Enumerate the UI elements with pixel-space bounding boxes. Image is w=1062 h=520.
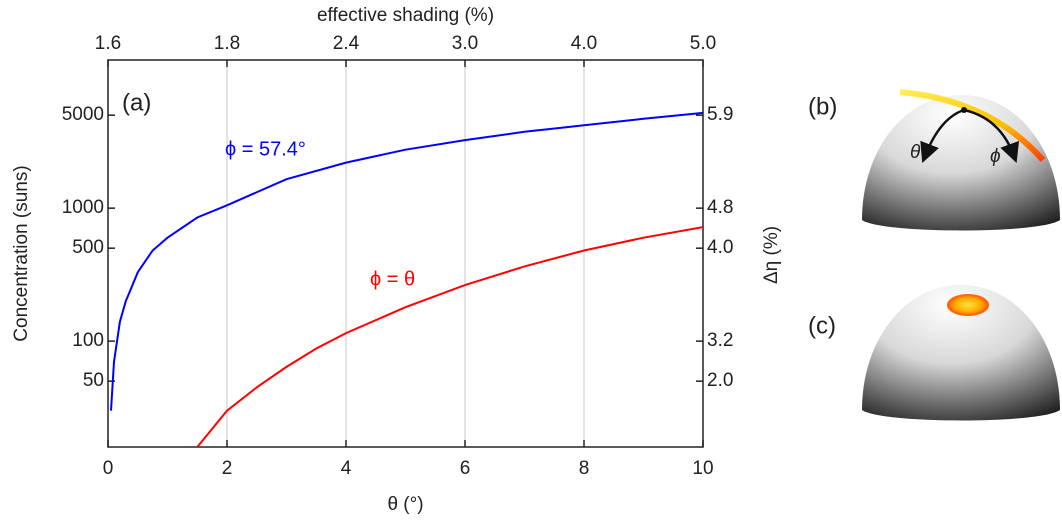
panel-label: (c) <box>808 312 836 339</box>
y2-axis-title: Δη (%) <box>761 226 782 284</box>
x2-tick-label: 4.0 <box>571 33 597 54</box>
y2-tick-label: 5.9 <box>707 104 733 125</box>
theta-arrow <box>920 108 965 163</box>
shading-spot <box>947 294 989 316</box>
x-axis-title: θ (°) <box>387 494 423 515</box>
y2-tick-label: 4.0 <box>707 237 733 258</box>
phi-label: ϕ <box>990 146 1001 167</box>
panel-label: (a) <box>122 89 151 116</box>
x2-tick-label: 1.6 <box>95 33 121 54</box>
pivot <box>961 107 967 113</box>
series-label: ϕ = 57.4° <box>225 138 306 160</box>
x2-tick-label: 3.0 <box>452 33 478 54</box>
plot-frame <box>107 59 704 448</box>
series-line <box>196 226 703 447</box>
x-tick-label: 8 <box>579 458 590 479</box>
dome <box>862 95 1060 231</box>
x-tick-label: 6 <box>460 458 471 479</box>
y-tick-label: 500 <box>72 237 104 258</box>
inset-c: (c) <box>808 285 1060 421</box>
y-tick-label: 1000 <box>62 197 104 218</box>
inset-b: (b) θ ϕ <box>808 89 1060 231</box>
y2-tick-label: 2.0 <box>707 370 733 391</box>
x2-tick-label: 1.8 <box>214 33 240 54</box>
plot: 0 2 4 6 8 10 1.6 1.8 2.4 3.0 4.0 5.0 50 100 500 1000 500… <box>11 5 782 515</box>
y-tick-label: 100 <box>72 330 104 351</box>
y-tick-label: 50 <box>83 370 104 391</box>
x-tick-label: 2 <box>222 458 233 479</box>
x2-axis-title: effective shading (%) <box>317 5 494 26</box>
x-tick-label: 4 <box>341 458 352 479</box>
y-axis-title: Concentration (suns) <box>11 165 32 341</box>
x-tick-label: 10 <box>692 458 713 479</box>
y-tick-label: 5000 <box>62 104 104 125</box>
phi-arrow <box>963 108 1020 164</box>
x2-tick-label: 2.4 <box>333 33 360 54</box>
panel-label: (b) <box>808 93 837 120</box>
x-tick-label: 0 <box>103 458 114 479</box>
x2-tick-label: 5.0 <box>690 33 716 54</box>
dome <box>862 285 1060 421</box>
theta-label: θ <box>910 142 921 163</box>
shading-arc <box>899 89 1046 162</box>
series-line <box>110 111 703 411</box>
series-label: ϕ = θ <box>370 268 415 290</box>
y2-tick-label: 4.8 <box>707 197 733 218</box>
y2-tick-label: 3.2 <box>707 330 733 351</box>
